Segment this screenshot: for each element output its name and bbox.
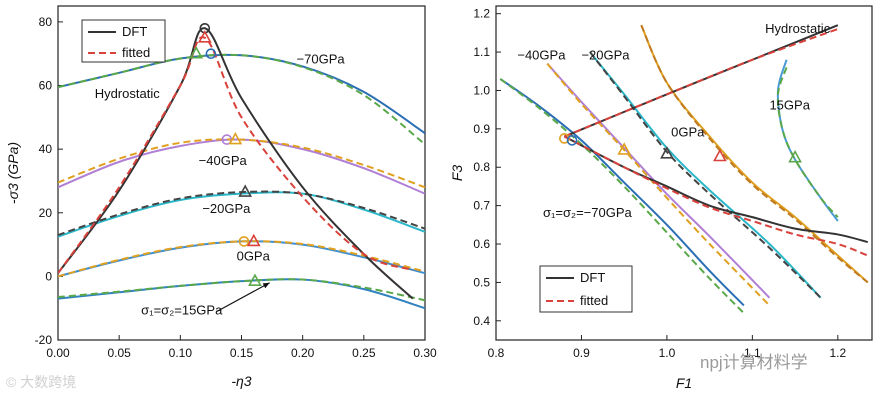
legend-label: fitted xyxy=(122,45,150,60)
legend-label: fitted xyxy=(580,293,608,308)
y-tick-label: 0.8 xyxy=(473,160,490,174)
series-line-70gpa xyxy=(499,78,745,307)
fitted-line-70gpatail xyxy=(563,135,869,257)
x-tick-label: 1.0 xyxy=(659,346,676,360)
series-line-20gpa xyxy=(589,51,822,299)
triangle-marker xyxy=(660,146,674,159)
y-tick-label: 0.9 xyxy=(473,122,490,136)
series-annotation: σ₁=σ₂=15GPa xyxy=(141,303,223,318)
y-tick-label: 0.5 xyxy=(473,275,490,289)
series-group xyxy=(58,27,425,310)
triangle-marker xyxy=(246,233,261,247)
annotation-arrow xyxy=(216,282,270,312)
series-annotation: 0GPa xyxy=(671,125,705,140)
circle-marker xyxy=(559,133,570,144)
triangle-marker xyxy=(788,149,802,163)
x-tick-label: 1.2 xyxy=(829,346,846,360)
legend-label: DFT xyxy=(122,24,147,39)
y-tick-label: 0 xyxy=(45,269,52,283)
plot-frame xyxy=(495,5,873,341)
y-tick-label: -20 xyxy=(35,333,53,347)
y-tick-label: 1.1 xyxy=(473,45,490,59)
x-tick-label: 0.8 xyxy=(488,346,505,360)
series-group xyxy=(499,24,869,314)
x-tick-label: 0.00 xyxy=(46,346,70,360)
x-axis-label: F1 xyxy=(676,375,692,391)
fitted-line-15gpa xyxy=(58,278,425,302)
series-annotation: −70GPa xyxy=(297,51,346,66)
x-tick-label: 0.15 xyxy=(230,346,254,360)
arrow-head xyxy=(262,282,270,289)
y-axis-label: -σ3 (GPa) xyxy=(5,142,21,204)
chart-2: 0.8 0.9 1.0 1.1 1.2 0.4 0.5 0.6 0.7 0.8 0.9 1.0 1.1 1… xyxy=(449,5,873,391)
fitted-line-hydrostatic xyxy=(563,28,839,138)
y-tick-label: 1.0 xyxy=(473,83,490,97)
y-axis-label: F3 xyxy=(449,165,465,182)
series-line-70gpatail xyxy=(563,135,868,244)
circle-marker xyxy=(205,48,217,60)
triangle-marker xyxy=(197,30,212,43)
legend-box xyxy=(81,19,166,63)
triangle-marker xyxy=(228,131,243,145)
series-line-15gpa xyxy=(58,278,425,310)
chart-1: 0.00 0.05 0.10 0.15 0.20 0.25 0.30 -20 0 20 40 60 80… xyxy=(5,5,437,389)
series-line-40gpa xyxy=(546,62,771,299)
fitted-line-hydrostatic xyxy=(58,36,414,274)
series-annotation: −20GPa xyxy=(202,201,251,216)
y-tick-label: 20 xyxy=(39,206,53,220)
triangle-marker xyxy=(189,46,204,59)
y-tick-label: 0.7 xyxy=(473,199,490,213)
fitted-line-0gpa xyxy=(58,240,425,278)
series-line-hydrostatic xyxy=(58,27,414,300)
triangle-marker xyxy=(713,148,727,162)
fitted-line-15gpa xyxy=(776,67,839,218)
fitted-line-70gpa xyxy=(58,53,425,146)
circle-marker xyxy=(238,236,250,247)
y-tick-label: 0.4 xyxy=(473,314,490,328)
fitted-line-70gpa xyxy=(499,78,745,314)
x-tick-label: 1.1 xyxy=(744,346,761,360)
series-annotation: σ₁=σ₂=−70GPa xyxy=(543,205,632,220)
x-tick-label: 0.20 xyxy=(291,346,315,360)
x-tick-label: 0.10 xyxy=(169,346,193,360)
y-tick-label: 40 xyxy=(39,142,53,156)
series-annotation: Hydrostatic xyxy=(95,86,161,101)
triangle-marker xyxy=(248,273,262,286)
watermark-right: npj计算材料学 xyxy=(700,353,808,372)
series-line-15gpa xyxy=(776,59,839,222)
fitted-line-0gpa xyxy=(640,24,869,284)
y-tick-label: 60 xyxy=(39,79,53,93)
legend-box xyxy=(539,265,633,313)
series-annotation: 0GPa xyxy=(237,248,271,263)
fitted-line-20gpa xyxy=(589,51,822,299)
circle-marker xyxy=(566,135,578,146)
series-annotation: Hydrostatic xyxy=(765,21,831,36)
triangle-marker xyxy=(238,184,253,197)
series-annotation: −40GPa xyxy=(517,48,566,63)
series-annotation: 15GPa xyxy=(769,98,810,113)
x-tick-label: 0.25 xyxy=(352,346,376,360)
triangle-marker xyxy=(617,142,632,155)
y-tick-label: 80 xyxy=(39,15,53,29)
series-line-0gpa xyxy=(640,24,869,284)
y-tick-label: 1.2 xyxy=(473,7,490,21)
series-annotation: −20GPa xyxy=(581,48,630,63)
fitted-line-40gpa xyxy=(58,138,425,189)
x-tick-label: 0.05 xyxy=(107,346,131,360)
legend-label: DFT xyxy=(580,270,605,285)
series-annotation: −40GPa xyxy=(199,153,248,168)
x-tick-label: 0.30 xyxy=(413,346,437,360)
y-tick-label: 0.6 xyxy=(473,237,490,251)
x-tick-label: 0.9 xyxy=(573,346,590,360)
watermark-left: © 大数跨境 xyxy=(6,374,77,390)
x-axis-label: -η3 xyxy=(231,373,251,389)
